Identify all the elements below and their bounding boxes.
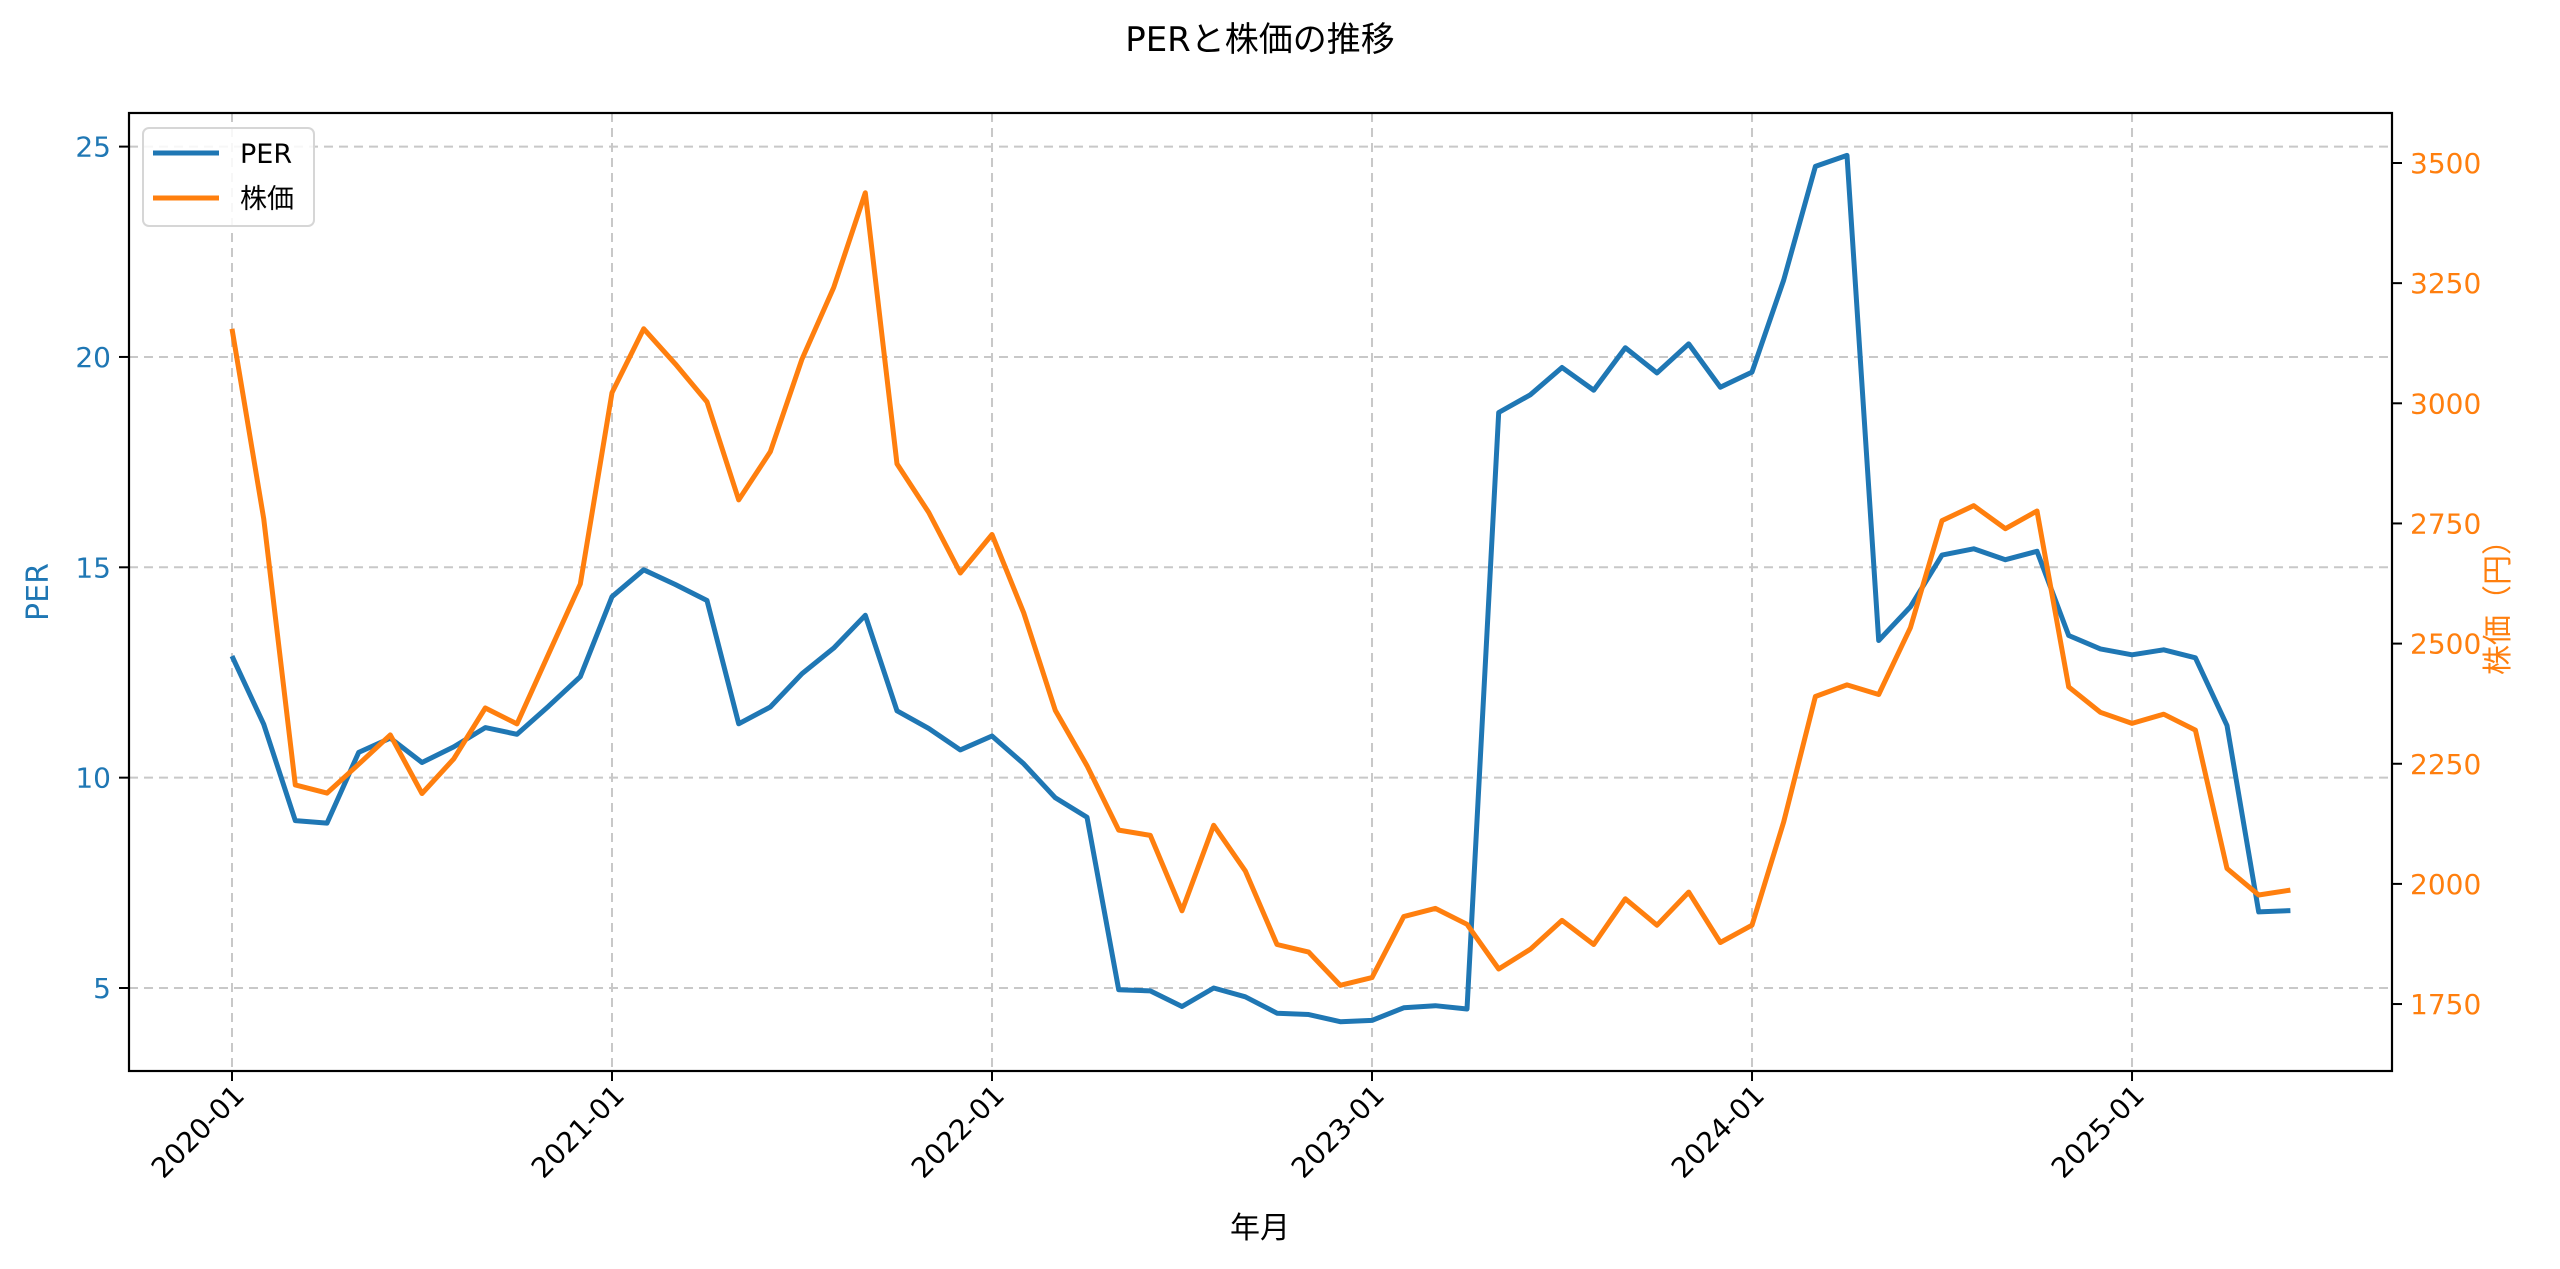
y-tick-label-left: 10 xyxy=(75,762,111,795)
x-tick-label: 2020-01 xyxy=(145,1079,251,1185)
x-tick-label: 2021-01 xyxy=(525,1079,631,1185)
y-tick-label-right: 1750 xyxy=(2410,988,2481,1021)
y-tick-label-left: 20 xyxy=(75,341,111,374)
y-tick-label-right: 3000 xyxy=(2410,387,2481,420)
y-tick-label-right: 2500 xyxy=(2410,628,2481,661)
plot-series xyxy=(229,152,2291,1025)
x-tick-label: 2024-01 xyxy=(1665,1079,1771,1185)
plot-frame xyxy=(127,111,2394,1073)
per-line xyxy=(229,152,2291,1025)
y-tick-label-right: 2750 xyxy=(2410,507,2481,540)
y-tick-label-left: 5 xyxy=(93,972,111,1005)
y-tick-label-right: 2250 xyxy=(2410,748,2481,781)
chart-title: PERと株価の推移 xyxy=(1125,20,1395,60)
x-tick-label: 2022-01 xyxy=(905,1079,1011,1185)
x-axis-label: 年月 xyxy=(1230,1211,1290,1246)
x-axis: 2020-01 2021-01 2022-01 2023-01 2024-01 2025-… xyxy=(145,1071,2151,1185)
legend-price-label: 株価 xyxy=(240,184,294,215)
legend: PER 株価 xyxy=(142,127,315,227)
y-axis-right: 1750 2000 2250 2500 2750 3000 3250 3500 xyxy=(2392,147,2481,1021)
y-tick-label-right: 3250 xyxy=(2410,267,2481,300)
y-axis-left: 5 10 15 20 25 xyxy=(75,131,129,1005)
y-axis-label-left: PER xyxy=(21,563,56,621)
price-line xyxy=(229,190,2291,988)
gridlines xyxy=(129,113,2392,1071)
legend-per-label: PER xyxy=(240,139,292,170)
y-tick-label-right: 3500 xyxy=(2410,147,2481,180)
x-tick-label: 2025-01 xyxy=(2045,1079,2151,1185)
x-tick-label: 2023-01 xyxy=(1285,1079,1391,1185)
y-tick-label-left: 15 xyxy=(75,551,111,584)
y-axis-label-right: 株価（円） xyxy=(2481,525,2516,675)
y-tick-label-right: 2000 xyxy=(2410,868,2481,901)
y-tick-label-left: 25 xyxy=(75,131,111,164)
